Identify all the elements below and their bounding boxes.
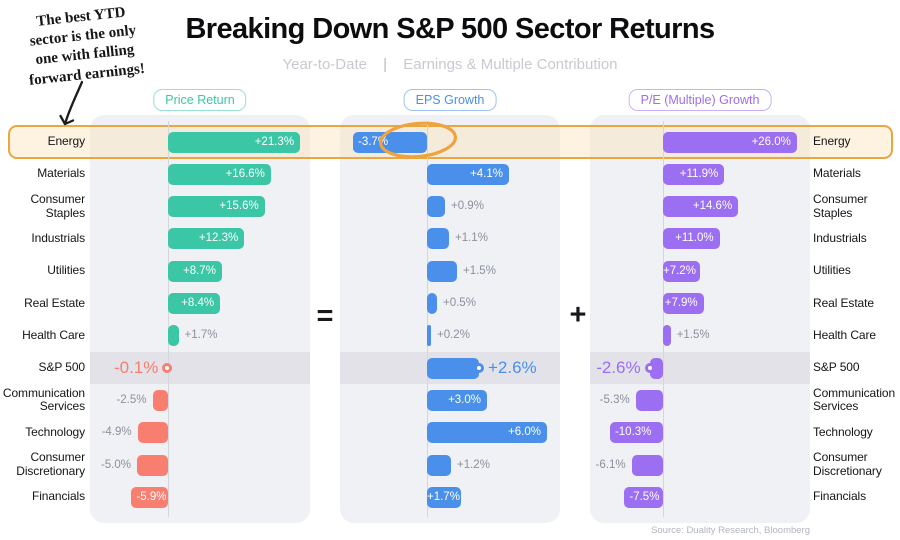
source-credit: Source: Duality Research, Bloomberg	[651, 525, 810, 536]
value-label: +1.5%	[463, 264, 496, 277]
sector-label: Financials	[31, 489, 85, 504]
value-label: -5.3%	[599, 393, 630, 406]
bar	[168, 325, 179, 347]
bar: -7.5%	[624, 486, 663, 508]
bar	[427, 228, 449, 250]
sector-label: Consumer Discretionary	[813, 450, 882, 478]
page-subtitle: Year-to-Date | Earnings & Multiple Contr…	[0, 56, 900, 73]
zero-axis-line	[427, 121, 428, 517]
bar: +6.0%	[427, 422, 547, 444]
sector-label: Financials	[813, 489, 867, 504]
benchmark-dot	[474, 363, 484, 374]
sector-label: Consumer Discretionary	[16, 450, 85, 478]
sector-label: Health Care	[813, 327, 876, 342]
value-label: -6.1%	[595, 458, 626, 471]
sector-label: Technology	[25, 424, 85, 439]
bar	[427, 454, 451, 476]
value-label: +1.2%	[457, 458, 490, 471]
bar	[427, 357, 479, 379]
bar: +16.6%	[168, 163, 271, 185]
value-label: -2.5%	[116, 393, 147, 406]
benchmark-value-label: +2.6%	[488, 358, 537, 378]
bar: +3.0%	[427, 389, 487, 411]
sector-label: Industrials	[813, 230, 867, 245]
sector-label: Utilities	[47, 263, 85, 278]
bar	[663, 325, 671, 347]
badge-eps-growth: EPS Growth	[403, 89, 497, 111]
benchmark-band	[590, 352, 810, 384]
bar: +21.3%	[168, 131, 301, 153]
bar: +12.3%	[168, 228, 245, 250]
bar	[427, 196, 445, 218]
value-label: +1.7%	[184, 329, 218, 342]
bar: +11.0%	[663, 228, 720, 250]
page-title: Breaking Down S&P 500 Sector Returns	[185, 13, 715, 45]
bar: +11.9%	[663, 163, 725, 185]
sector-label: S&P 500	[813, 360, 860, 375]
value-label: +0.5%	[443, 297, 476, 309]
bar: +15.6%	[168, 196, 265, 218]
bar: +1.7%	[427, 486, 461, 508]
badge-pe-multiple-growth: P/E (Multiple) Growth	[628, 89, 772, 111]
value-label: +0.9%	[451, 200, 484, 213]
value-label: +0.2%	[437, 329, 470, 342]
benchmark-value-label: -0.1%	[113, 358, 159, 378]
bar	[152, 389, 168, 411]
bar: +8.7%	[168, 260, 222, 282]
sector-label: Industrials	[31, 230, 85, 245]
value-label: +1.5%	[676, 329, 710, 342]
sector-label: Energy	[47, 134, 86, 149]
energy-eps-circle-icon	[379, 121, 457, 159]
subtitle-right: Earnings & Multiple Contribution	[403, 56, 618, 73]
sector-label: Energy	[813, 134, 851, 149]
bar: -10.3%	[609, 422, 663, 444]
bar	[137, 454, 168, 476]
sector-label: Communication Services	[2, 385, 85, 414]
bar: +7.2%	[663, 260, 701, 282]
subtitle-divider: |	[383, 56, 388, 73]
zero-axis-line	[663, 121, 664, 517]
bar	[427, 325, 431, 347]
bar: +4.1%	[427, 163, 509, 185]
value-label: -4.9%	[101, 426, 132, 439]
equals-sign: =	[316, 300, 334, 332]
bar	[635, 389, 663, 411]
sector-label: Health Care	[22, 327, 85, 342]
bar	[427, 260, 457, 282]
sector-label: Consumer Staples	[813, 191, 868, 220]
bar: -5.9%	[131, 486, 168, 508]
sector-label: Communication Services	[813, 385, 896, 414]
bar	[427, 293, 437, 314]
bar: +14.6%	[663, 196, 739, 218]
bar	[137, 422, 168, 444]
sector-label: Consumer Staples	[30, 191, 85, 220]
bar	[649, 357, 663, 379]
bar: +8.4%	[168, 293, 221, 314]
plus-sign: +	[569, 299, 587, 331]
sector-label: Real Estate	[813, 295, 874, 310]
subtitle-left: Year-to-Date	[282, 56, 367, 73]
sector-label: Utilities	[813, 263, 851, 278]
sector-label: Technology	[813, 424, 873, 439]
benchmark-dot	[162, 363, 173, 374]
sector-label: Real Estate	[24, 295, 85, 310]
badge-price-return: Price Return	[153, 89, 247, 111]
zero-axis-line	[168, 121, 169, 517]
benchmark-value-label: -2.6%	[596, 358, 641, 378]
bar	[631, 454, 663, 476]
bar: +26.0%	[663, 131, 797, 153]
sector-label: S&P 500	[38, 360, 86, 375]
benchmark-band	[90, 352, 310, 384]
sector-label: Materials	[813, 166, 861, 181]
benchmark-dot	[644, 363, 655, 374]
annotation-arrow-icon	[59, 80, 84, 126]
value-label: -5.0%	[100, 458, 131, 471]
value-label: +1.1%	[455, 232, 488, 245]
sector-label: Materials	[37, 166, 85, 181]
bar: +7.9%	[663, 293, 704, 314]
